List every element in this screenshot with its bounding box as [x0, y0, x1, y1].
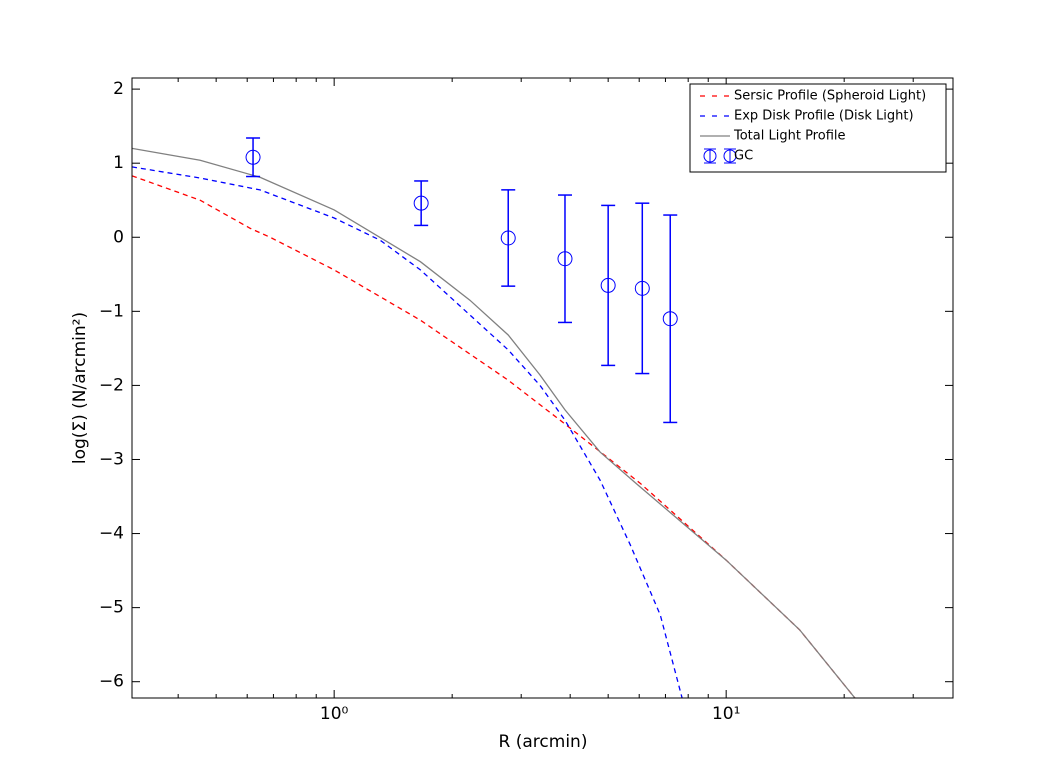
legend-label: Exp Disk Profile (Disk Light)	[734, 109, 914, 124]
line-series	[132, 147, 856, 698]
legend-label: Total Light Profile	[733, 129, 846, 144]
data-point	[500, 230, 516, 246]
legend-marker	[723, 149, 737, 163]
line-series	[132, 166, 683, 698]
x-tick-label: 10¹	[712, 704, 740, 724]
data-point	[662, 311, 678, 327]
data-point	[600, 277, 616, 293]
y-tick-label: 2	[113, 79, 124, 99]
y-tick-label: −3	[99, 449, 124, 469]
y-tick-label: 0	[113, 227, 124, 247]
x-axis-label: R (arcmin)	[499, 732, 588, 752]
y-axis-label: log(Σ) (N/arcmin²)	[70, 312, 90, 464]
x-tick-label: 10⁰	[320, 704, 349, 724]
legend-box	[689, 83, 947, 173]
data-point	[557, 251, 573, 267]
legend-marker	[703, 149, 717, 163]
data-point	[413, 195, 429, 211]
y-tick-label: −6	[99, 672, 124, 692]
y-tick-label: −4	[99, 524, 124, 544]
y-tick-label: 1	[113, 153, 124, 173]
data-point	[634, 280, 650, 296]
plot-frame	[131, 77, 954, 699]
y-tick-label: −2	[99, 375, 124, 395]
y-tick-label: −1	[99, 301, 124, 321]
legend-label: Sersic Profile (Spheroid Light)	[734, 89, 926, 104]
legend-label: GC	[734, 149, 753, 164]
data-point	[245, 149, 261, 165]
plot-area	[132, 137, 856, 698]
y-tick-label: −5	[99, 598, 124, 618]
